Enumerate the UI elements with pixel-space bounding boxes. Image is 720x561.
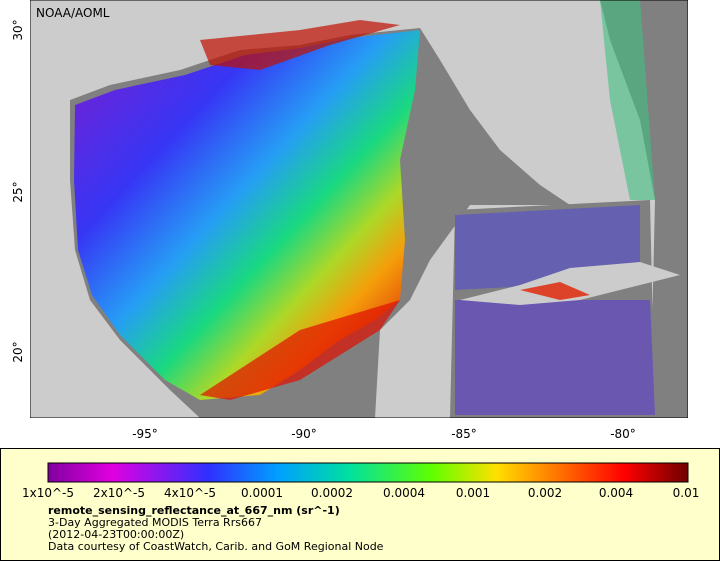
map	[30, 0, 688, 418]
scale-label: 0.002	[528, 486, 562, 500]
lon-label: -95°	[132, 427, 158, 441]
scale-label: 0.001	[456, 486, 490, 500]
reflectance-gulf	[74, 30, 420, 400]
lon-label: -85°	[451, 427, 477, 441]
legend-line: 3-Day Aggregated MODIS Terra Rrs667	[48, 516, 262, 529]
lon-label: -90°	[291, 427, 317, 441]
reflectance-caribbean	[455, 300, 655, 415]
scale-label: 2x10^-5	[93, 486, 145, 500]
scale-label: 0.004	[599, 486, 633, 500]
legend-line: (2012-04-23T00:00:00Z)	[48, 528, 184, 541]
scale-label: 4x10^-5	[164, 486, 216, 500]
lon-label: -80°	[610, 427, 636, 441]
coastal-high	[200, 300, 400, 400]
lat-label: 20°	[11, 341, 25, 362]
scale-label: 0.0004	[383, 486, 425, 500]
lat-label: 30°	[11, 19, 25, 40]
scale-label: 1x10^-5	[22, 486, 74, 500]
variable-name: remote_sensing_reflectance_at_667_nm (sr…	[48, 504, 340, 517]
credit: NOAA/AOML	[36, 6, 110, 20]
atlantic	[600, 0, 688, 418]
lat-label: 25°	[11, 181, 25, 202]
color-bar	[47, 462, 689, 483]
scale-label: 0.01	[673, 486, 700, 500]
legend-line: Data courtesy of CoastWatch, Carib. and …	[48, 540, 384, 553]
coastal-high	[520, 282, 590, 300]
cuba	[460, 262, 680, 305]
coastal-high	[200, 20, 400, 70]
reflectance-atlantic	[600, 0, 655, 200]
scale-label: 0.0001	[241, 486, 283, 500]
scale-label: 0.0002	[311, 486, 353, 500]
